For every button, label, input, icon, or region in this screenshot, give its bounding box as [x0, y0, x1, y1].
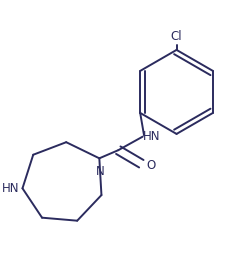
Text: HN: HN [2, 182, 20, 195]
Text: HN: HN [143, 130, 160, 143]
Text: Cl: Cl [171, 30, 182, 43]
Text: N: N [96, 165, 105, 178]
Text: O: O [146, 159, 156, 172]
